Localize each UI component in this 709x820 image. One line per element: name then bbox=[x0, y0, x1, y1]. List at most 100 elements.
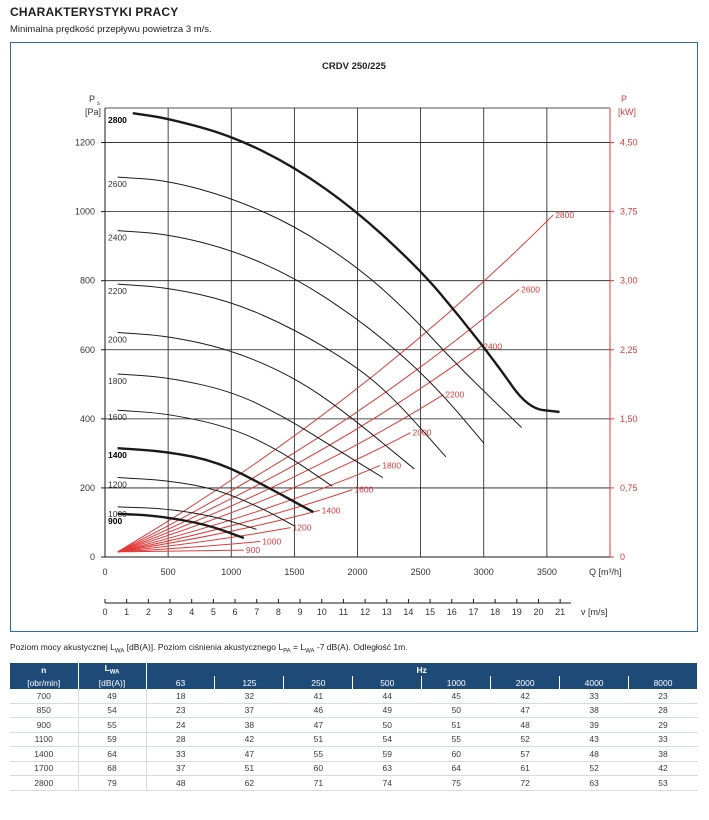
table-cell: 55 bbox=[283, 746, 353, 762]
table-cell: 23 bbox=[146, 703, 215, 718]
table-row: 1400 64 33 47 55 59 60 57 48 38 bbox=[10, 746, 698, 762]
acoustic-note: Poziom mocy akustycznej LWA [dB(A)]. Poz… bbox=[10, 642, 408, 655]
y-right-tick-label: 4,50 bbox=[620, 138, 638, 148]
y-right-tick-label: 0 bbox=[620, 552, 625, 562]
table-cell: 48 bbox=[559, 746, 629, 762]
y-right-tick-label: 3,75 bbox=[620, 207, 638, 217]
table-cell: 850 bbox=[10, 703, 79, 718]
x-q-label: Q [m³/h] bbox=[589, 567, 622, 577]
table-cell: 33 bbox=[146, 746, 215, 762]
y-right-tick-label: 0,75 bbox=[620, 483, 638, 493]
table-cell: 23 bbox=[628, 689, 698, 704]
x-q-tick-label: 3000 bbox=[474, 567, 494, 577]
table-cell: 33 bbox=[559, 689, 629, 704]
fan-curve-label-1200: 1200 bbox=[108, 480, 127, 490]
table-cell: 75 bbox=[421, 775, 491, 791]
table-cell: 59 bbox=[78, 732, 147, 747]
acoustic-sub-wa2: WA bbox=[305, 648, 315, 655]
power-curve-1800 bbox=[117, 465, 381, 553]
y-left-tick-label: 0 bbox=[90, 552, 95, 562]
table-cell: 60 bbox=[283, 761, 353, 776]
table-cell: 2800 bbox=[10, 775, 79, 791]
power-curve-1600 bbox=[117, 489, 353, 553]
table-cell: 59 bbox=[352, 746, 422, 762]
fan-curve-1200 bbox=[117, 477, 295, 527]
power-curve-label-1000: 1000 bbox=[262, 536, 281, 546]
y-left-label: P bbox=[89, 94, 95, 104]
header-freq: 63 bbox=[146, 676, 216, 689]
fan-curve-label-1400: 1400 bbox=[108, 450, 127, 460]
table-cell: 39 bbox=[559, 717, 629, 733]
fan-curve-2600 bbox=[117, 176, 522, 428]
fan-curve-2200 bbox=[117, 283, 447, 458]
power-curve-label-1400: 1400 bbox=[322, 505, 341, 515]
header-lwa: LWA bbox=[78, 663, 147, 676]
y-right-tick-label: 1,50 bbox=[620, 414, 638, 424]
fan-curve-label-2200: 2200 bbox=[108, 286, 127, 296]
table-cell: 1700 bbox=[10, 761, 79, 776]
table-cell: 48 bbox=[146, 775, 215, 791]
header-lwa-sub: WA bbox=[109, 669, 120, 676]
power-curve-2800 bbox=[117, 214, 554, 553]
table-cell: 900 bbox=[10, 717, 79, 733]
table-row: 850 54 23 37 46 49 50 47 38 28 bbox=[10, 703, 698, 718]
x-v-tick-label: 14 bbox=[403, 607, 413, 617]
table-cell: 51 bbox=[214, 761, 284, 776]
x-v-tick-label: 2 bbox=[146, 607, 151, 617]
table-cell: 62 bbox=[214, 775, 284, 791]
y-right-label: P bbox=[621, 94, 627, 104]
table-cell: 49 bbox=[352, 703, 422, 718]
table-cell: 47 bbox=[490, 703, 560, 718]
table-cell: 1400 bbox=[10, 746, 79, 762]
y-left-tick-label: 800 bbox=[80, 276, 95, 286]
fan-curve-900 bbox=[117, 512, 245, 540]
table-cell: 51 bbox=[283, 732, 353, 747]
table-cell: 54 bbox=[352, 732, 422, 747]
y-right-label-unit: [kW] bbox=[618, 107, 636, 117]
x-v-tick-label: 18 bbox=[490, 607, 500, 617]
x-q-tick-label: 0 bbox=[102, 567, 107, 577]
x-v-tick-label: 19 bbox=[512, 607, 522, 617]
acoustic-sub-pa: PA bbox=[283, 648, 291, 655]
fan-curve-1600 bbox=[117, 409, 333, 487]
table-cell: 1100 bbox=[10, 732, 79, 747]
table-cell: 47 bbox=[283, 717, 353, 733]
table-cell: 37 bbox=[214, 703, 284, 718]
table-cell: 32 bbox=[214, 689, 284, 704]
table-row: 700 49 18 32 41 44 45 42 33 23 bbox=[10, 689, 698, 704]
table-row: 2800 79 48 62 71 74 75 72 63 53 bbox=[10, 775, 698, 791]
table-cell: 28 bbox=[146, 732, 215, 747]
power-curve-label-900: 900 bbox=[246, 545, 260, 555]
power-curve-label-1800: 1800 bbox=[382, 460, 401, 470]
header-unit-n: [obr/min] bbox=[10, 676, 79, 689]
x-v-tick-label: 21 bbox=[555, 607, 565, 617]
table-cell: 44 bbox=[352, 689, 422, 704]
fan-curve-1400 bbox=[117, 447, 314, 514]
table-cell: 41 bbox=[283, 689, 353, 704]
table-cell: 28 bbox=[628, 703, 698, 718]
table-cell: 43 bbox=[559, 732, 629, 747]
power-curve-2200 bbox=[117, 394, 444, 553]
table-cell: 50 bbox=[421, 703, 491, 718]
power-curve-label-2000: 2000 bbox=[413, 428, 432, 438]
power-curve-900 bbox=[117, 549, 244, 553]
header-lwa-label: L bbox=[104, 663, 110, 674]
power-curve-2400 bbox=[117, 345, 482, 553]
fan-curve-label-1600: 1600 bbox=[108, 412, 127, 422]
power-curve-label-1200: 1200 bbox=[293, 523, 312, 533]
table-cell: 42 bbox=[490, 689, 560, 704]
table-cell: 72 bbox=[490, 775, 560, 791]
fan-curve-2400 bbox=[117, 230, 485, 444]
power-curve-label-2600: 2600 bbox=[521, 284, 540, 294]
y-right-tick-label: 3,00 bbox=[620, 276, 638, 286]
x-v-tick-label: 5 bbox=[211, 607, 216, 617]
table-header-row: n LWA Hz bbox=[10, 663, 698, 676]
fan-curve-2000 bbox=[117, 332, 415, 470]
page-subtitle: Minimalna prędkość przepływu powietrza 3… bbox=[10, 24, 212, 35]
x-q-tick-label: 3500 bbox=[537, 567, 557, 577]
header-unit-lwa: [dB(A)] bbox=[78, 676, 147, 689]
x-v-tick-label: 9 bbox=[298, 607, 303, 617]
x-v-tick-label: 13 bbox=[382, 607, 392, 617]
y-left-label-sub: s bbox=[97, 101, 100, 107]
fan-curve-label-1800: 1800 bbox=[108, 376, 127, 386]
